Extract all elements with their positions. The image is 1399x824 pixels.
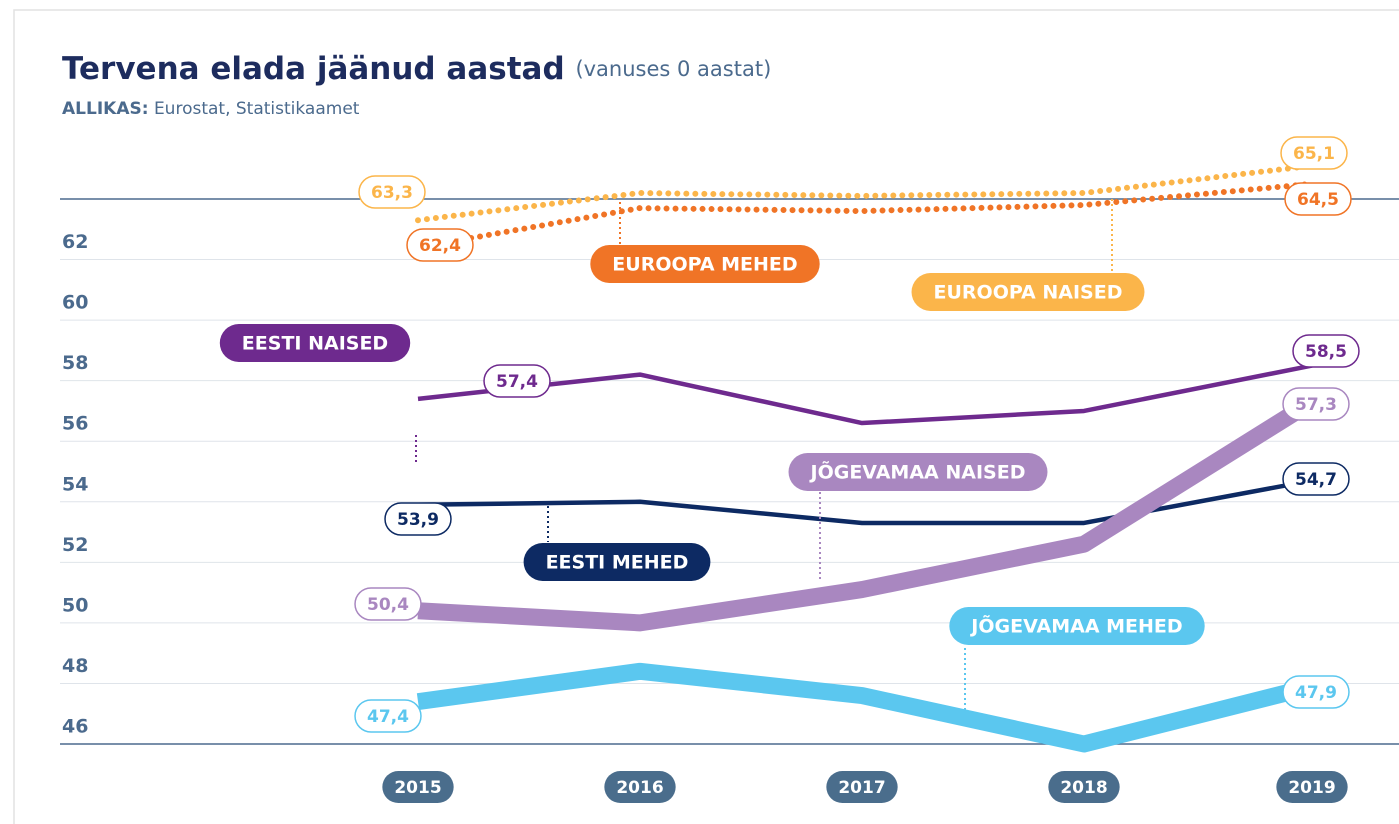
value-label: 47,9 <box>1282 675 1350 709</box>
x-tick-label-bg <box>826 771 898 803</box>
value-label-bg <box>483 364 551 398</box>
y-tick-label: 54 <box>62 473 88 495</box>
x-tick-label-text: 2018 <box>1060 778 1107 798</box>
value-label-bg <box>1282 675 1350 709</box>
series-line <box>415 180 1315 251</box>
x-tick-label-text: 2017 <box>838 778 885 798</box>
source: Eurostat, Statistikaamet <box>154 99 360 119</box>
series-line <box>417 363 1313 426</box>
x-tick-label-text: 2015 <box>394 778 441 798</box>
x-tick-label: 2018 <box>1048 771 1120 803</box>
series-name-text: EUROOPA MEHED <box>612 254 797 276</box>
y-tick-label: 56 <box>62 413 88 435</box>
series-name-bg <box>949 607 1205 645</box>
y-tick-label: 48 <box>62 655 88 677</box>
series-name-text: EESTI NAISED <box>242 333 388 355</box>
value-label: 50,4 <box>354 587 422 621</box>
value-label-bg <box>384 502 452 536</box>
value-label-bg <box>1280 136 1348 170</box>
value-label: 54,7 <box>1282 462 1350 496</box>
value-label-text: 54,7 <box>1295 470 1337 490</box>
y-tick-label: 50 <box>62 594 88 616</box>
series-name-bg <box>219 324 411 362</box>
value-label-text: 63,3 <box>371 183 413 203</box>
value-label-bg <box>354 587 422 621</box>
value-label-text: 62,4 <box>419 236 461 256</box>
value-label-bg <box>1282 462 1350 496</box>
chart-title: Tervena elada jäänud aastad (vanuses 0 a… <box>62 51 771 87</box>
subtitle: ALLIKAS: Eurostat, Statistikaamet <box>62 99 360 119</box>
value-label: 57,3 <box>1282 387 1350 421</box>
y-tick-label: 62 <box>62 231 88 253</box>
x-tick-label-bg <box>1276 771 1348 803</box>
x-tick-label: 2015 <box>382 771 454 803</box>
card <box>13 9 1399 824</box>
source-label: ALLIKAS: <box>62 99 149 119</box>
x-tick-label: 2017 <box>826 771 898 803</box>
value-label-text: 53,9 <box>397 510 439 530</box>
series-line <box>417 394 1317 632</box>
y-tick-label: 52 <box>62 534 88 556</box>
value-label: 57,4 <box>483 364 551 398</box>
value-label: 65,1 <box>1280 136 1348 170</box>
x-tick-label: 2019 <box>1276 771 1348 803</box>
value-label-text: 58,5 <box>1305 342 1347 362</box>
value-label-text: 65,1 <box>1293 144 1335 164</box>
value-label-text: 64,5 <box>1297 190 1339 210</box>
series-name: EUROOPA NAISED <box>911 273 1145 311</box>
x-tick-label-text: 2016 <box>616 778 663 798</box>
value-label-text: 57,4 <box>496 372 538 392</box>
value-label: 58,5 <box>1292 334 1360 368</box>
value-label: 63,3 <box>358 175 426 209</box>
series-name: JÕGEVAMAA MEHED <box>949 607 1205 645</box>
series-name: EESTI MEHED <box>523 543 711 581</box>
value-label: 64,5 <box>1284 182 1352 216</box>
x-tick-label-bg <box>604 771 676 803</box>
value-label: 53,9 <box>384 502 452 536</box>
x-tick-label-bg <box>1048 771 1120 803</box>
value-label-bg <box>1292 334 1360 368</box>
x-tick-label-bg <box>382 771 454 803</box>
value-label-text: 50,4 <box>367 595 409 615</box>
series-line <box>415 162 1315 224</box>
y-tick-label: 58 <box>62 352 88 374</box>
value-label-bg <box>406 228 474 262</box>
x-tick-label: 2016 <box>604 771 676 803</box>
value-label-text: 47,4 <box>367 707 409 727</box>
value-label-bg <box>358 175 426 209</box>
series-name-text: JÕGEVAMAA NAISED <box>809 460 1026 484</box>
title-note: (vanuses 0 aastat) <box>575 57 771 81</box>
series-name-bg <box>590 245 820 283</box>
value-label-bg <box>1282 387 1350 421</box>
series-name-bg <box>788 453 1048 491</box>
series-name-bg <box>523 543 711 581</box>
series-name-text: EESTI MEHED <box>546 552 689 574</box>
series-name-bg <box>911 273 1145 311</box>
series-name-text: EUROOPA NAISED <box>934 282 1123 304</box>
title-main: Tervena elada jäänud aastad <box>62 51 565 87</box>
series-name: JÕGEVAMAA NAISED <box>788 453 1048 491</box>
value-label-text: 47,9 <box>1295 683 1337 703</box>
value-label-bg <box>354 699 422 733</box>
series-line <box>417 478 1313 526</box>
series-line <box>416 662 1315 753</box>
value-label: 47,4 <box>354 699 422 733</box>
value-label: 62,4 <box>406 228 474 262</box>
y-tick-label: 46 <box>62 716 88 738</box>
x-tick-label-text: 2019 <box>1288 778 1335 798</box>
series-name: EUROOPA MEHED <box>590 245 820 283</box>
series-name-text: JÕGEVAMAA MEHED <box>969 614 1182 638</box>
series-name: EESTI NAISED <box>219 324 411 362</box>
value-label-text: 57,3 <box>1295 395 1337 415</box>
value-label-bg <box>1284 182 1352 216</box>
y-tick-label: 60 <box>62 292 88 314</box>
